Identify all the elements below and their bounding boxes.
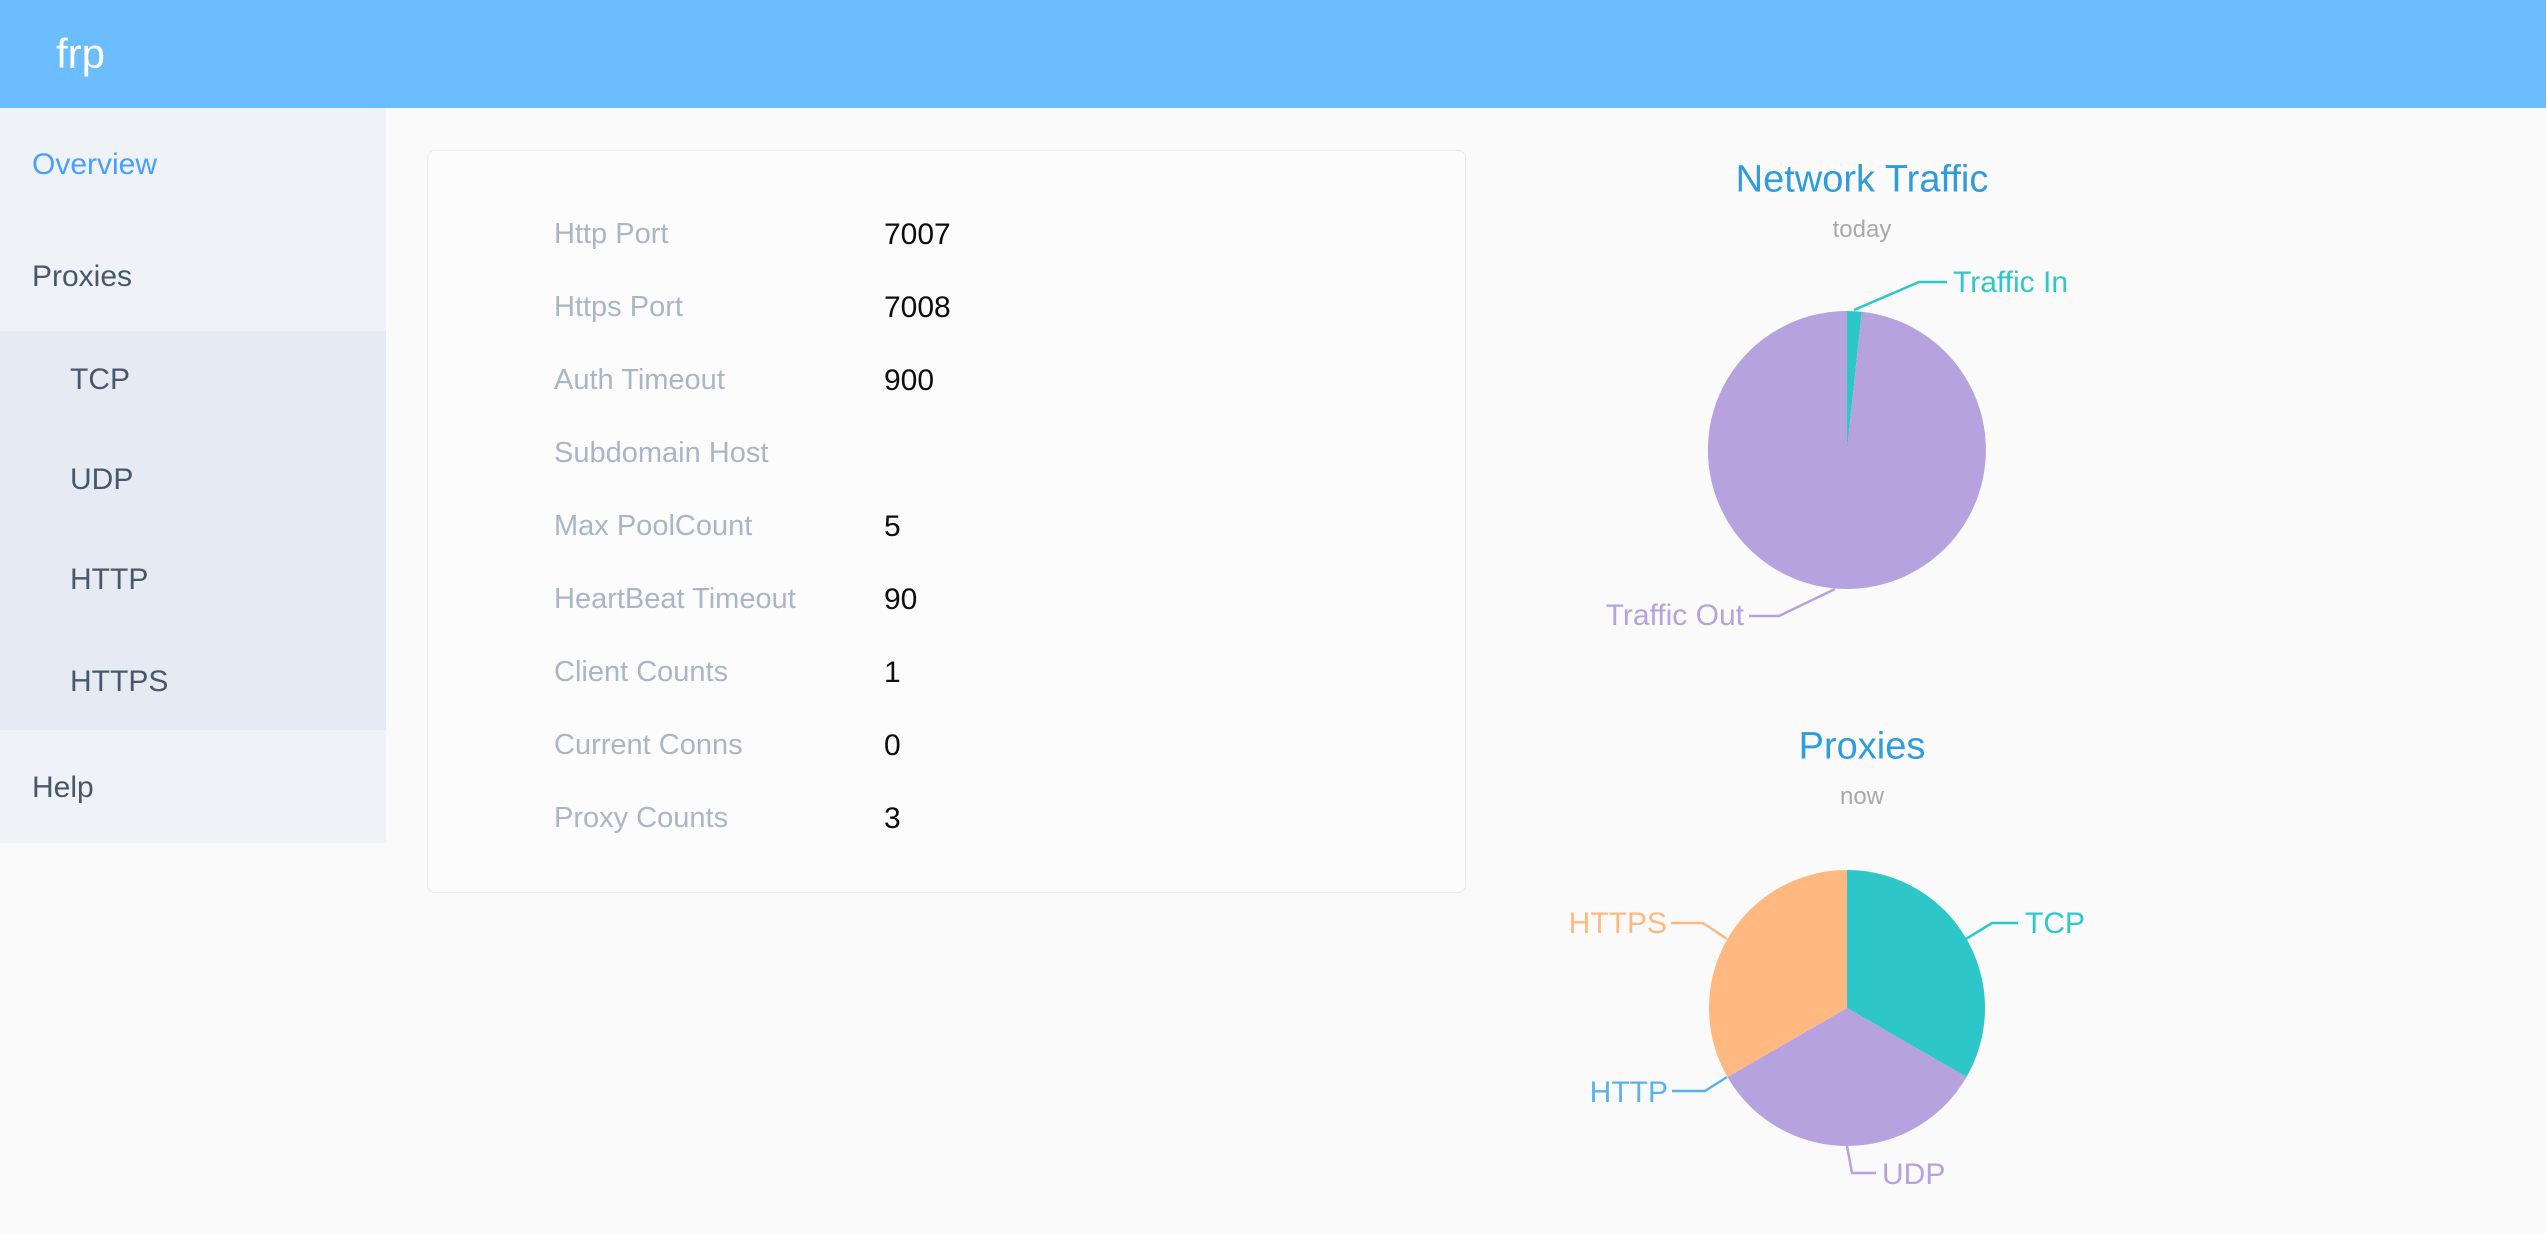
config-row: Https Port 7008 <box>428 271 1465 344</box>
config-row: HeartBeat Timeout 90 <box>428 563 1465 636</box>
tcp-label: TCP <box>2025 907 2085 940</box>
config-label: Https Port <box>554 291 683 323</box>
sidebar-item-proxies-label: Proxies <box>32 260 133 293</box>
pie-slice-traffic-in[interactable] <box>1847 311 1862 450</box>
http-label: HTTP <box>1590 1076 1668 1109</box>
config-value: 0 <box>884 728 901 762</box>
pie-slice-traffic-out[interactable] <box>1707 310 1986 589</box>
https-leader-line <box>1671 921 1728 941</box>
sidebar-item-proxies[interactable]: Proxies <box>0 249 386 427</box>
pie-slice-udp[interactable] <box>1727 1008 1967 1146</box>
config-row: Auth Timeout 900 <box>428 344 1465 417</box>
config-label: Current Conns <box>554 729 743 761</box>
config-label: Auth Timeout <box>554 364 725 396</box>
config-row: Proxy Counts 3 <box>428 782 1465 855</box>
config-row: Current Conns 0 <box>428 709 1465 782</box>
config-label: Max PoolCount <box>554 510 753 542</box>
proxies-chart-title: Proxies <box>1798 725 1926 768</box>
traffic-in-leader-line <box>1853 280 1947 312</box>
udp-leader-line <box>1845 1145 1876 1175</box>
app-logo: frp <box>56 30 106 77</box>
config-row: Http Port 7007 <box>428 198 1465 271</box>
config-value: 90 <box>884 582 918 616</box>
network-traffic-chart-title: Network Traffic <box>1735 158 1989 201</box>
config-value: 7008 <box>884 290 951 324</box>
http-leader-line <box>1672 1075 1728 1093</box>
config-row: Client Counts 1 <box>428 636 1465 709</box>
sidebar-item-udp[interactable]: UDP <box>70 463 134 496</box>
sidebar-nav: Overview Proxies TCP UDP HTTP HTTPS Help <box>0 108 386 843</box>
udp-label: UDP <box>1882 1158 1945 1191</box>
sidebar-item-help[interactable]: Help <box>32 771 94 804</box>
pie-slice-https[interactable] <box>1709 870 1847 1077</box>
sidebar-item-tcp[interactable]: TCP <box>70 363 130 396</box>
proxies-pie <box>1709 870 1985 1146</box>
proxies-submenu: TCP UDP HTTP HTTPS <box>0 331 386 730</box>
traffic-out-leader-line <box>1749 587 1836 618</box>
config-value: 7007 <box>884 217 951 251</box>
proxies-chart-subtitle: now <box>1839 783 1885 810</box>
top-header-bar: frp <box>0 0 2546 108</box>
server-info-card: Http Port 7007 Https Port 7008 Auth Time… <box>427 150 1466 893</box>
pie-slice-tcp[interactable] <box>1847 870 1985 1077</box>
config-label: HeartBeat Timeout <box>554 583 796 615</box>
config-label: Subdomain Host <box>554 437 769 469</box>
config-value: 5 <box>884 509 901 543</box>
config-label: Client Counts <box>554 656 729 688</box>
traffic-in-label: Traffic In <box>1953 266 2068 299</box>
sidebar-item-overview[interactable]: Overview <box>32 148 158 181</box>
config-value: 1 <box>884 655 901 689</box>
config-row: Subdomain Host <box>428 417 1465 490</box>
network-traffic-chart-subtitle: today <box>1832 216 1892 243</box>
config-label: Http Port <box>554 218 669 250</box>
config-value: 3 <box>884 801 901 835</box>
network-traffic-pie <box>1707 310 1986 589</box>
sidebar-item-http[interactable]: HTTP <box>70 563 149 596</box>
config-row: Max PoolCount 5 <box>428 490 1465 563</box>
config-label: Proxy Counts <box>554 802 729 834</box>
traffic-out-label: Traffic Out <box>1606 599 1745 632</box>
https-label: HTTPS <box>1569 907 1667 940</box>
tcp-leader-line <box>1965 921 2018 941</box>
config-value: 900 <box>884 363 935 397</box>
sidebar-item-https[interactable]: HTTPS <box>70 665 169 698</box>
